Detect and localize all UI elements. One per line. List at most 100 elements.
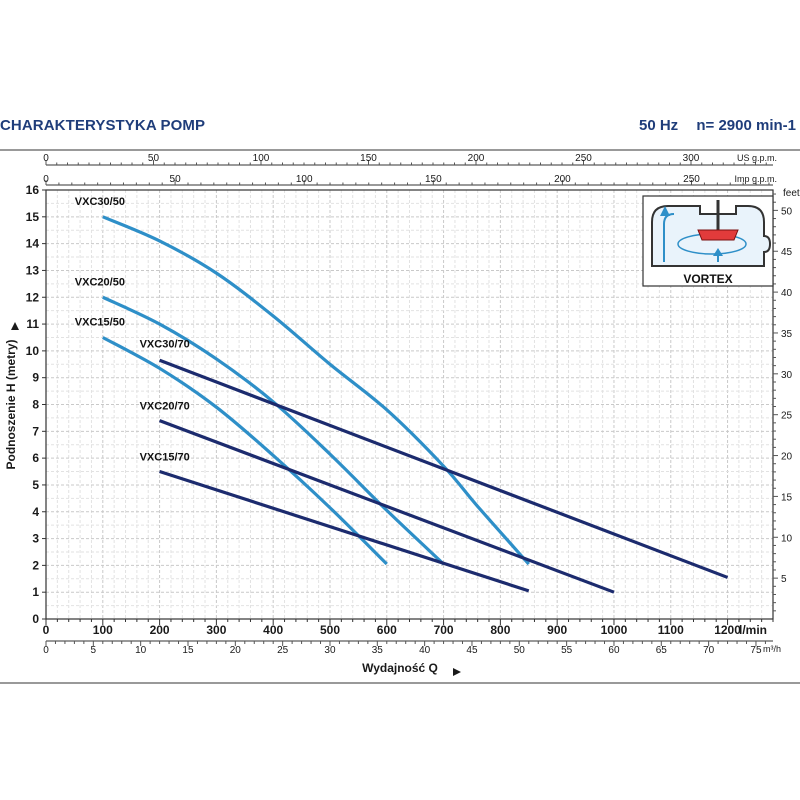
arrow-up-icon xyxy=(11,322,19,330)
y-axis-title: Podnoszenie H (metry) xyxy=(4,339,18,469)
impgpm-unit-label: Imp g.p.m. xyxy=(734,174,777,184)
series-label-vxc15-70: VXC15/70 xyxy=(140,452,190,464)
usgpm-tick-label: 200 xyxy=(468,153,485,164)
series-line-vxc15-70 xyxy=(159,470,530,593)
x-tick-label: 600 xyxy=(377,623,397,637)
m3h-tick-label: 50 xyxy=(514,645,526,656)
frequency-label: 50 Hz xyxy=(639,117,679,134)
series-label-vxc20-50: VXC20/50 xyxy=(75,276,125,288)
y2-tick-label: 5 xyxy=(781,574,787,585)
m3h-tick-label: 55 xyxy=(561,645,573,656)
operating-conditions: 50 Hz n= 2900 min-1 xyxy=(625,117,796,134)
x-tick-label: 200 xyxy=(150,623,170,637)
usgpm-tick-label: 300 xyxy=(683,153,700,164)
impgpm-tick-label: 0 xyxy=(43,174,49,185)
y-tick-label: 0 xyxy=(32,612,39,626)
impgpm-tick-label: 150 xyxy=(425,174,442,185)
x-tick-label: 1200 xyxy=(714,623,741,637)
y2-tick-label: 25 xyxy=(781,411,793,422)
x-tick-label: 100 xyxy=(93,623,113,637)
y-tick-label: 3 xyxy=(32,532,39,546)
y2-tick-label: 10 xyxy=(781,533,793,544)
page-title: CHARAKTERYSTYKA POMP xyxy=(0,117,206,134)
usgpm-tick-label: 100 xyxy=(253,153,270,164)
series-label-vxc20-70: VXC20/70 xyxy=(140,401,190,413)
m3h-tick-label: 0 xyxy=(43,645,49,656)
x-axis-title: Wydajność Q xyxy=(362,661,438,675)
series-label-vxc15-50: VXC15/50 xyxy=(75,316,125,328)
usgpm-tick-label: 150 xyxy=(360,153,377,164)
x-tick-label: 900 xyxy=(547,623,567,637)
series-line-vxc20-70 xyxy=(159,419,615,594)
series-label-vxc30-70: VXC30/70 xyxy=(140,338,190,350)
m3h-tick-label: 70 xyxy=(703,645,715,656)
y2-tick-label: 45 xyxy=(781,247,793,258)
m3h-tick-label: 75 xyxy=(750,645,762,656)
y2-tick-label: 50 xyxy=(781,206,793,217)
x-tick-label: 700 xyxy=(434,623,454,637)
arrow-right-icon xyxy=(453,668,461,676)
x-tick-label: 400 xyxy=(263,623,283,637)
vortex-inset: VORTEX xyxy=(642,195,774,287)
y-tick-label: 1 xyxy=(32,585,39,599)
series-line-vxc30-70 xyxy=(159,358,729,579)
y-tick-label: 5 xyxy=(32,478,39,492)
x-tick-label: 1000 xyxy=(601,623,628,637)
flow-arrow-in-head-icon xyxy=(713,248,723,256)
usgpm-tick-label: 0 xyxy=(43,153,49,164)
usgpm-tick-label: 50 xyxy=(148,153,160,164)
series-line-vxc15-50 xyxy=(102,336,388,566)
y2-tick-label: 35 xyxy=(781,329,793,340)
y-tick-label: 7 xyxy=(32,424,39,438)
m3h-tick-label: 40 xyxy=(419,645,431,656)
x-tick-label: 1100 xyxy=(658,623,684,637)
y-tick-label: 4 xyxy=(32,505,39,519)
speed-label: n= 2900 min-1 xyxy=(696,117,796,134)
usgpm-unit-label: US g.p.m. xyxy=(737,153,777,163)
m3h-tick-label: 10 xyxy=(135,645,147,656)
m3h-unit-label: m³/h xyxy=(763,644,781,654)
y-tick-label: 13 xyxy=(26,263,40,277)
x-tick-label: 500 xyxy=(320,623,340,637)
m3h-tick-label: 25 xyxy=(277,645,289,656)
y-tick-label: 9 xyxy=(32,371,39,385)
m3h-tick-label: 5 xyxy=(91,645,97,656)
x-tick-label: 800 xyxy=(490,623,510,637)
impgpm-tick-label: 200 xyxy=(554,174,571,185)
y2-tick-label: 30 xyxy=(781,370,793,381)
y-tick-label: 10 xyxy=(26,344,40,358)
series-line-vxc20-50 xyxy=(102,295,445,566)
x-tick-label: 0 xyxy=(43,623,50,637)
impgpm-tick-label: 100 xyxy=(296,174,313,185)
y-tick-label: 14 xyxy=(26,237,40,251)
y-tick-label: 6 xyxy=(32,451,39,465)
y2-tick-label: 40 xyxy=(781,288,793,299)
y2-unit-label: feet xyxy=(783,188,800,199)
m3h-tick-label: 65 xyxy=(656,645,668,656)
usgpm-tick-label: 250 xyxy=(575,153,592,164)
x-tick-label: 300 xyxy=(206,623,226,637)
m3h-tick-label: 20 xyxy=(230,645,242,656)
y-tick-label: 2 xyxy=(32,558,39,572)
flow-arrow-head-icon xyxy=(660,206,670,216)
m3h-tick-label: 60 xyxy=(608,645,620,656)
m3h-tick-label: 30 xyxy=(324,645,336,656)
y-tick-label: 11 xyxy=(26,317,39,331)
impgpm-tick-label: 50 xyxy=(170,174,182,185)
y2-tick-label: 20 xyxy=(781,452,793,463)
m3h-tick-label: 35 xyxy=(372,645,384,656)
vortex-impeller-icon xyxy=(697,229,739,241)
y-tick-label: 16 xyxy=(26,183,40,197)
flow-arrow-up-icon xyxy=(663,213,675,262)
y-tick-label: 15 xyxy=(26,210,40,224)
inset-label: VORTEX xyxy=(683,272,732,286)
impgpm-tick-label: 250 xyxy=(683,174,700,185)
y-tick-label: 8 xyxy=(32,398,39,412)
x-unit-label: l/min xyxy=(739,623,767,637)
m3h-tick-label: 45 xyxy=(466,645,478,656)
m3h-tick-label: 15 xyxy=(182,645,194,656)
y-tick-label: 12 xyxy=(26,290,40,304)
series-line-vxc30-50 xyxy=(102,215,530,566)
series-label-vxc30-50: VXC30/50 xyxy=(75,196,125,208)
